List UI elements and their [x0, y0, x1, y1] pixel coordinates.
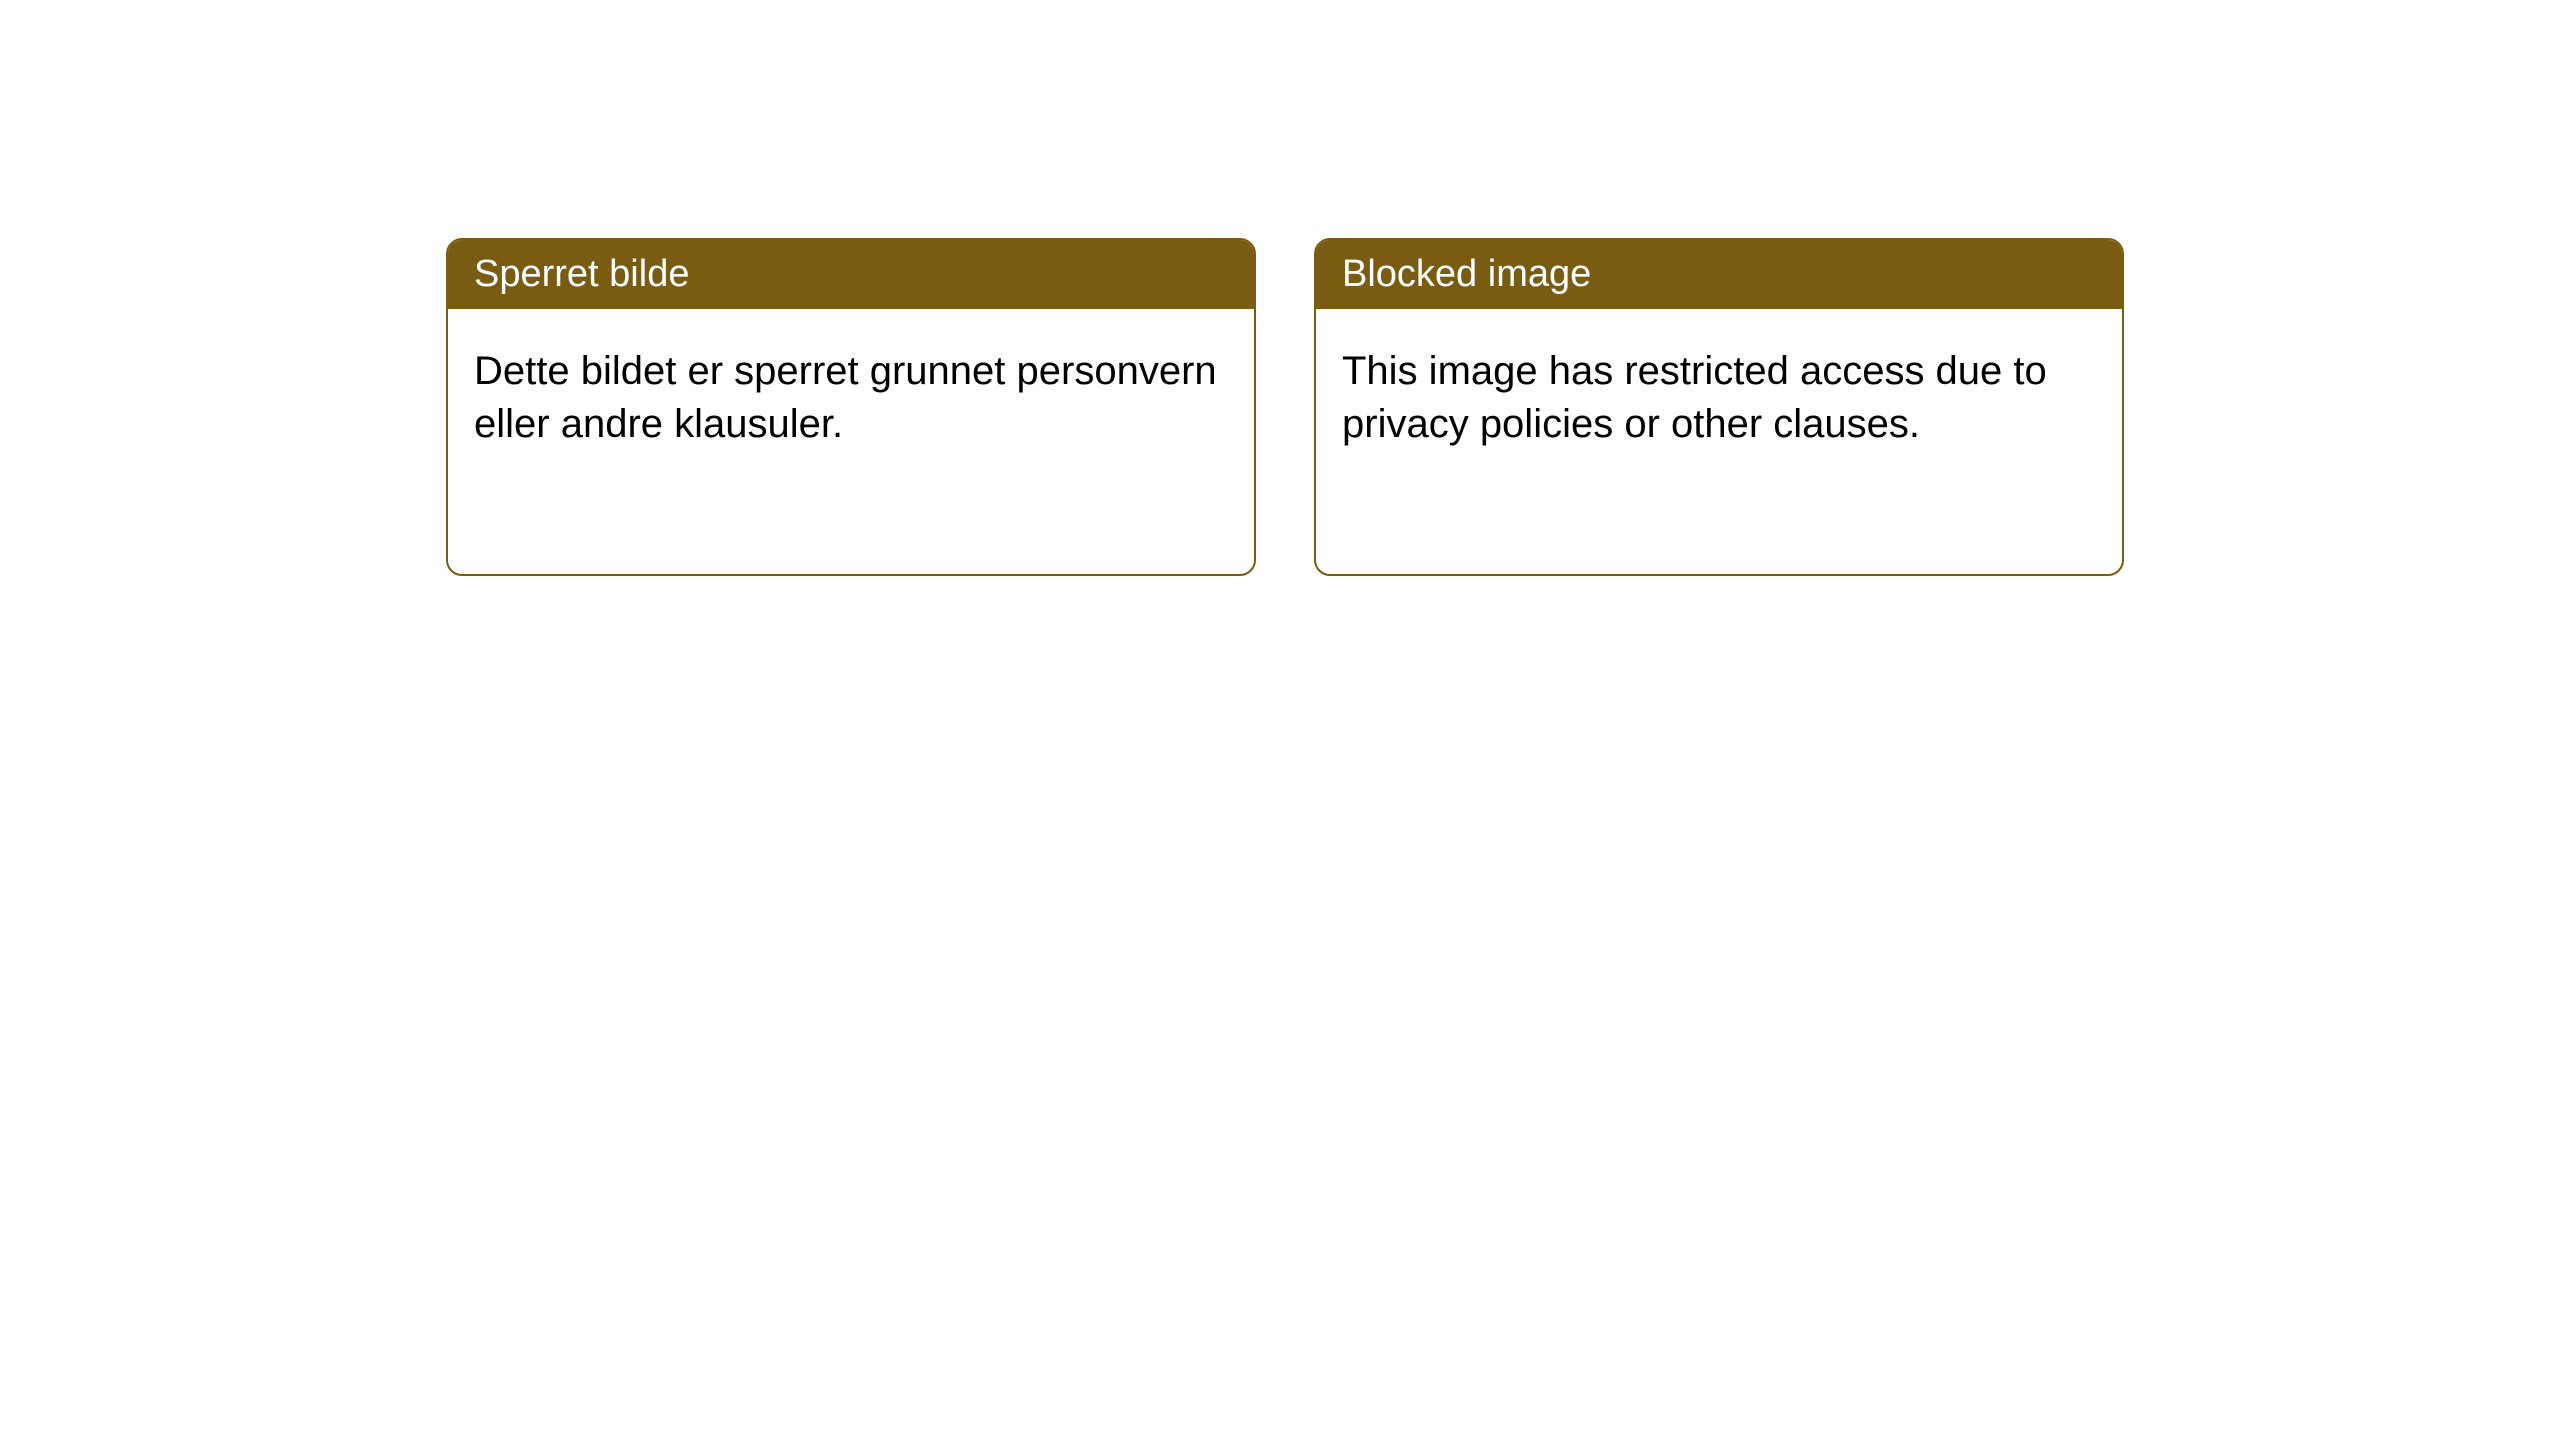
notice-card-norwegian: Sperret bilde Dette bildet er sperret gr…	[446, 238, 1256, 576]
notice-title: Blocked image	[1342, 253, 1591, 295]
notice-message: This image has restricted access due to …	[1342, 349, 2047, 446]
notice-body: Dette bildet er sperret grunnet personve…	[448, 309, 1254, 477]
notice-container: Sperret bilde Dette bildet er sperret gr…	[0, 0, 2560, 576]
notice-body: This image has restricted access due to …	[1316, 309, 2122, 477]
notice-message: Dette bildet er sperret grunnet personve…	[474, 349, 1217, 446]
notice-header: Sperret bilde	[448, 240, 1254, 309]
notice-header: Blocked image	[1316, 240, 2122, 309]
notice-card-english: Blocked image This image has restricted …	[1314, 238, 2124, 576]
notice-title: Sperret bilde	[474, 253, 689, 295]
